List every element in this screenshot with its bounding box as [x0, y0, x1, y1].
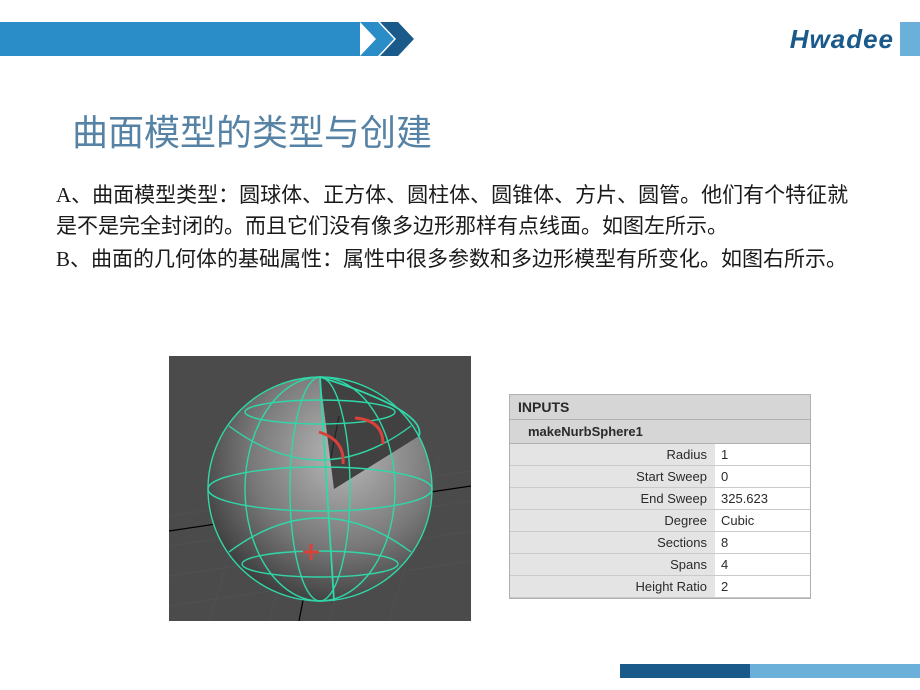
footer-dark-block [620, 664, 750, 678]
body-text: A、曲面模型类型：圆球体、正方体、圆柱体、圆锥体、方片、圆管。他们有个特征就是不… [56, 180, 864, 275]
prop-value[interactable]: 4 [715, 554, 810, 575]
footer-light-block [750, 664, 920, 678]
prop-label: End Sweep [510, 488, 715, 509]
inputs-rows: Radius1Start Sweep0End Sweep325.623Degre… [510, 444, 810, 598]
prop-label: Radius [510, 444, 715, 465]
prop-value[interactable]: 1 [715, 444, 810, 465]
prop-label: Start Sweep [510, 466, 715, 487]
brand-logo: Hwadee [790, 22, 920, 56]
footer-bar [620, 664, 920, 678]
paragraph-b: B、曲面的几何体的基础属性：属性中很多参数和多边形模型有所变化。如图右所示。 [56, 244, 864, 275]
inputs-panel: INPUTS makeNurbSphere1 Radius1Start Swee… [509, 394, 811, 599]
prop-value[interactable]: 325.623 [715, 488, 810, 509]
page-title: 曲面模型的类型与创建 [72, 104, 432, 156]
prop-row: DegreeCubic [510, 510, 810, 532]
prop-row: Spans4 [510, 554, 810, 576]
header-arrow-icon [360, 16, 415, 62]
figures-row: INPUTS makeNurbSphere1 Radius1Start Swee… [0, 356, 920, 621]
header-bar [0, 22, 360, 56]
inputs-header: INPUTS [510, 395, 810, 420]
prop-label: Sections [510, 532, 715, 553]
paragraph-a: A、曲面模型类型：圆球体、正方体、圆柱体、圆锥体、方片、圆管。他们有个特征就是不… [56, 180, 864, 242]
prop-value[interactable]: 0 [715, 466, 810, 487]
prop-label: Height Ratio [510, 576, 715, 597]
prop-label: Spans [510, 554, 715, 575]
prop-row: End Sweep325.623 [510, 488, 810, 510]
brand-block-icon [900, 22, 920, 56]
prop-label: Degree [510, 510, 715, 531]
prop-value[interactable]: 2 [715, 576, 810, 597]
prop-value[interactable]: Cubic [715, 510, 810, 531]
prop-row: Radius1 [510, 444, 810, 466]
brand-text: Hwadee [790, 24, 894, 55]
prop-row: Start Sweep0 [510, 466, 810, 488]
inputs-node-name: makeNurbSphere1 [510, 420, 810, 444]
prop-value[interactable]: 8 [715, 532, 810, 553]
sphere-viewport [169, 356, 471, 621]
prop-row: Height Ratio2 [510, 576, 810, 598]
prop-row: Sections8 [510, 532, 810, 554]
